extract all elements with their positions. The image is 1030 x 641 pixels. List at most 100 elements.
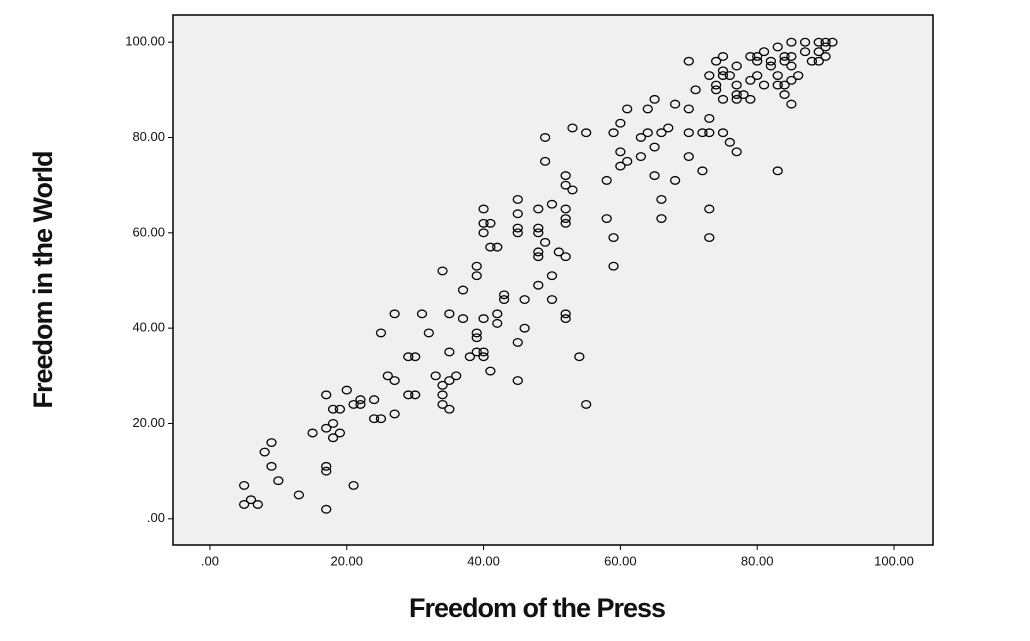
x-tick-label: .00 (201, 553, 219, 568)
point (724, 137, 735, 147)
point (389, 309, 400, 319)
point (478, 347, 489, 357)
point (745, 75, 756, 85)
point (786, 61, 797, 71)
point (546, 295, 558, 304)
point (437, 399, 448, 409)
point (485, 242, 496, 252)
point (498, 295, 510, 304)
point (711, 56, 722, 66)
point (334, 428, 346, 438)
point (683, 128, 694, 138)
point (238, 480, 250, 490)
point (273, 476, 284, 486)
point (745, 52, 756, 61)
point (266, 438, 277, 447)
point (711, 80, 722, 90)
point (444, 347, 455, 357)
point (444, 376, 455, 386)
point (546, 199, 558, 209)
point (368, 414, 380, 424)
point (717, 66, 729, 76)
point (649, 142, 660, 152)
point (799, 37, 811, 47)
y-tick-label: 20.00 (132, 415, 165, 430)
point (457, 314, 469, 324)
point (752, 56, 763, 66)
point (492, 318, 503, 328)
point (451, 371, 462, 381)
point (471, 261, 482, 271)
point (252, 500, 263, 509)
point (259, 447, 270, 457)
point (492, 242, 503, 252)
point (512, 209, 523, 219)
point (799, 47, 811, 57)
point (711, 85, 722, 95)
x-axis-title: Freedom of the Press (409, 593, 665, 623)
point (669, 99, 681, 109)
point (478, 314, 489, 324)
point (430, 371, 441, 381)
point (601, 214, 612, 223)
x-tick-label: 60.00 (604, 553, 637, 568)
point (403, 390, 414, 400)
point (704, 233, 715, 243)
point (806, 56, 818, 66)
point (478, 204, 489, 214)
point (348, 480, 359, 490)
point (437, 380, 448, 390)
point (498, 290, 510, 300)
point (355, 395, 366, 405)
point (786, 52, 797, 61)
point (656, 214, 667, 223)
point (786, 37, 797, 47)
point (533, 252, 544, 262)
point (717, 52, 729, 61)
point (567, 185, 578, 195)
point (389, 376, 400, 386)
point (478, 352, 489, 362)
point (492, 309, 503, 319)
point (485, 366, 496, 376)
point (779, 90, 790, 100)
point (437, 266, 448, 276)
point (375, 414, 387, 424)
point (820, 37, 831, 47)
point (533, 247, 544, 257)
point (512, 376, 523, 386)
point (327, 433, 339, 443)
point (731, 80, 742, 90)
point (663, 123, 674, 133)
point (389, 409, 400, 419)
point (437, 390, 448, 400)
point (649, 171, 660, 181)
point (307, 428, 318, 438)
x-tick-label: 80.00 (741, 553, 774, 568)
point (560, 214, 571, 223)
point (704, 204, 715, 214)
point (717, 128, 729, 138)
point (512, 195, 523, 204)
point (266, 461, 277, 471)
point (478, 218, 489, 228)
point (704, 128, 715, 138)
point (745, 94, 756, 104)
point (533, 204, 544, 214)
point (321, 423, 332, 433)
point (765, 61, 777, 71)
point (533, 228, 544, 238)
point (622, 104, 633, 114)
point (669, 175, 681, 185)
point (560, 180, 571, 190)
point (464, 352, 476, 362)
point (608, 261, 619, 271)
point (813, 56, 824, 66)
point (690, 85, 701, 95)
point (519, 295, 530, 304)
point (539, 237, 551, 247)
point (820, 52, 831, 61)
x-tick-label: 100.00 (874, 553, 914, 568)
point (615, 147, 626, 157)
point (731, 94, 742, 104)
